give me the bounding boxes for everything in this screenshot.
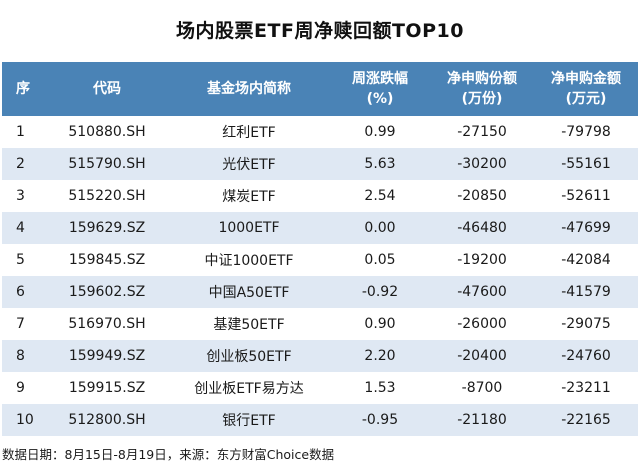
cell-rank: 9 <box>16 380 25 396</box>
cell-name: 创业板50ETF <box>206 349 292 365</box>
cell-change: 5.63 <box>364 156 396 172</box>
cell-change: 2.54 <box>364 188 396 204</box>
cell-rank: 10 <box>16 412 34 428</box>
cell-code: 515220.SH <box>68 188 146 204</box>
header-name: 基金场内简称 <box>168 62 330 116</box>
cell-rank: 6 <box>16 284 25 300</box>
cell-code: 159629.SZ <box>68 220 146 236</box>
cell-shares: -20850 <box>457 188 507 204</box>
cell-name: 光伏ETF <box>222 157 276 173</box>
cell-rank: 4 <box>16 220 25 236</box>
cell-amount: -41579 <box>561 284 611 300</box>
cell-code: 159602.SZ <box>68 284 146 300</box>
cell-shares: -8700 <box>461 380 503 396</box>
cell-shares: -19200 <box>457 252 507 268</box>
cell-change: 0.99 <box>364 124 396 140</box>
cell-change: 1.53 <box>364 380 396 396</box>
table-row: 1 510880.SH 红利ETF 0.99 -27150 -79798 <box>2 116 638 148</box>
cell-shares: -21180 <box>457 412 507 428</box>
table-row: 2 515790.SH 光伏ETF 5.63 -30200 -55161 <box>2 148 638 180</box>
cell-rank: 8 <box>16 348 25 364</box>
cell-change: 0.05 <box>364 252 396 268</box>
header-rank-label: 序 <box>16 81 30 97</box>
cell-change: -0.92 <box>361 284 399 300</box>
cell-amount: -23211 <box>561 380 611 396</box>
cell-change: -0.95 <box>361 412 399 428</box>
cell-shares: -20400 <box>457 348 507 364</box>
header-amount-line2: (万元) <box>565 91 607 107</box>
header-amount: 净申购金额 (万元) <box>534 62 638 116</box>
header-change: 周涨跌幅 (%) <box>330 62 430 116</box>
cell-rank: 7 <box>16 316 25 332</box>
table-row: 5 159845.SZ 中证1000ETF 0.05 -19200 -42084 <box>2 244 638 276</box>
cell-code: 516970.SH <box>68 316 146 332</box>
cell-name: 煤炭ETF <box>222 189 276 205</box>
cell-code: 159949.SZ <box>68 348 146 364</box>
cell-amount: -47699 <box>561 220 611 236</box>
cell-change: 0.90 <box>364 316 396 332</box>
header-name-label: 基金场内简称 <box>207 81 291 97</box>
cell-shares: -47600 <box>457 284 507 300</box>
cell-name: 银行ETF <box>222 413 276 429</box>
cell-amount: -52611 <box>561 188 611 204</box>
cell-name: 中国A50ETF <box>208 285 290 301</box>
table-row: 3 515220.SH 煤炭ETF 2.54 -20850 -52611 <box>2 180 638 212</box>
header-change-line1: 周涨跌幅 <box>352 71 408 87</box>
table-header: 序 代码 基金场内简称 周涨跌幅 (%) 净申购份额 (万份) 净申购金额 (万… <box>2 62 638 116</box>
table-row: 7 516970.SH 基建50ETF 0.90 -26000 -29075 <box>2 308 638 340</box>
table-row: 10 512800.SH 银行ETF -0.95 -21180 -22165 <box>2 404 638 436</box>
cell-name: 1000ETF <box>218 220 280 236</box>
table-row: 4 159629.SZ 1000ETF 0.00 -46480 -47699 <box>2 212 638 244</box>
table-row: 8 159949.SZ 创业板50ETF 2.20 -20400 -24760 <box>2 340 638 372</box>
cell-rank: 5 <box>16 252 25 268</box>
header-amount-line1: 净申购金额 <box>551 71 621 87</box>
cell-name: 红利ETF <box>222 125 276 141</box>
cell-rank: 3 <box>16 188 25 204</box>
cell-change: 0.00 <box>364 220 396 236</box>
cell-shares: -27150 <box>457 124 507 140</box>
header-shares-line1: 净申购份额 <box>447 71 517 87</box>
source-note: 数据日期：8月15日-8月19日，来源：东方财富Choice数据 <box>2 447 335 462</box>
cell-amount: -55161 <box>561 156 611 172</box>
cell-amount: -22165 <box>561 412 611 428</box>
header-shares-line2: (万份) <box>461 91 503 107</box>
header-row: 序 代码 基金场内简称 周涨跌幅 (%) 净申购份额 (万份) 净申购金额 (万… <box>2 62 638 116</box>
cell-code: 515790.SH <box>68 156 146 172</box>
cell-code: 159915.SZ <box>68 380 146 396</box>
table-row: 9 159915.SZ 创业板ETF易方达 1.53 -8700 -23211 <box>2 372 638 404</box>
header-code-label: 代码 <box>93 81 121 97</box>
table-row: 6 159602.SZ 中国A50ETF -0.92 -47600 -41579 <box>2 276 638 308</box>
cell-amount: -79798 <box>561 124 611 140</box>
cell-shares: -26000 <box>457 316 507 332</box>
header-change-line2: (%) <box>366 91 394 107</box>
cell-amount: -42084 <box>561 252 611 268</box>
header-shares: 净申购份额 (万份) <box>430 62 534 116</box>
table-body: 1 510880.SH 红利ETF 0.99 -27150 -79798 2 515790.… <box>2 116 638 436</box>
cell-rank: 1 <box>16 124 25 140</box>
header-rank: 序 <box>2 62 46 116</box>
cell-shares: -30200 <box>457 156 507 172</box>
cell-name: 基建50ETF <box>213 317 285 333</box>
cell-change: 2.20 <box>364 348 396 364</box>
page-title: 场内股票ETF周净赎回额TOP10 <box>176 20 464 42</box>
cell-name: 创业板ETF易方达 <box>194 381 304 397</box>
cell-amount: -24760 <box>561 348 611 364</box>
cell-amount: -29075 <box>561 316 611 332</box>
cell-code: 510880.SH <box>68 124 146 140</box>
cell-code: 512800.SH <box>68 412 146 428</box>
cell-shares: -46480 <box>457 220 507 236</box>
cell-code: 159845.SZ <box>68 252 146 268</box>
etf-redemption-table: 序 代码 基金场内简称 周涨跌幅 (%) 净申购份额 (万份) 净申购金额 (万… <box>2 62 638 436</box>
cell-name: 中证1000ETF <box>204 253 294 269</box>
header-code: 代码 <box>46 62 168 116</box>
cell-rank: 2 <box>16 156 25 172</box>
